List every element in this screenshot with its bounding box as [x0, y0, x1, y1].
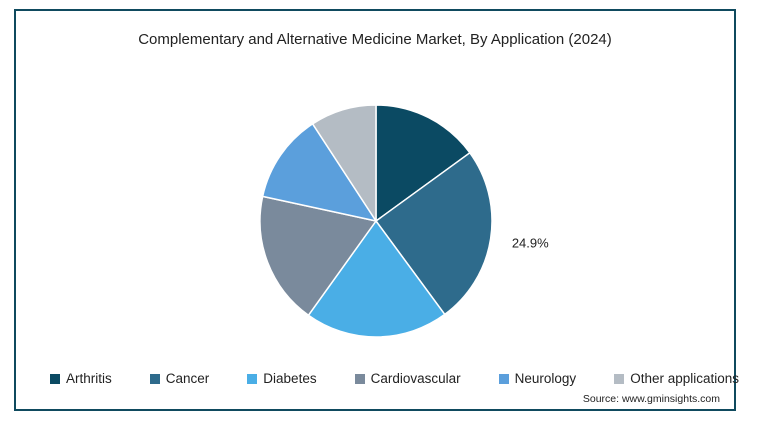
legend-swatch	[247, 373, 258, 384]
pie-slice-other-applications	[311, 104, 377, 224]
legend-swatch	[498, 373, 509, 384]
legend-item-diabetes: Diabetes	[247, 371, 317, 386]
pie-slice-cancer	[374, 151, 493, 316]
legend-label: Other applications	[630, 371, 739, 386]
legend-swatch	[614, 373, 625, 384]
chart-title: Complementary and Alternative Medicine M…	[138, 31, 612, 48]
pie-slice-diabetes	[307, 219, 446, 338]
source-note: Source: www.gminsights.com	[582, 393, 720, 405]
legend-label: Arthritis	[66, 371, 112, 386]
legend-swatch	[149, 373, 160, 384]
pie-slice-arthritis	[375, 104, 471, 223]
legend-label: Diabetes	[263, 371, 317, 386]
legend-item-other-applications: Other applications	[614, 371, 739, 386]
chart-frame: Complementary and Alternative Medicine M…	[14, 9, 739, 411]
legend-item-cardiovascular: Cardiovascular	[354, 371, 461, 386]
pie-slice-cardiovascular	[259, 195, 378, 317]
legend-label: Neurology	[514, 371, 577, 386]
data-label-cancer: 24.9%	[512, 235, 549, 250]
legend-item-neurology: Neurology	[498, 371, 577, 386]
legend-swatch	[354, 373, 365, 384]
legend-item-cancer: Cancer	[149, 371, 210, 386]
legend: Arthritis Cancer Diabetes Cardiovascular Neu…	[50, 371, 739, 386]
legend-swatch	[50, 373, 60, 384]
legend-item-arthritis: Arthritis	[50, 371, 112, 386]
legend-label: Cardiovascular	[370, 371, 461, 386]
pie-chart: 24.9%	[259, 104, 549, 338]
legend-label: Cancer	[165, 371, 210, 386]
pie-slice-neurology	[261, 122, 378, 223]
